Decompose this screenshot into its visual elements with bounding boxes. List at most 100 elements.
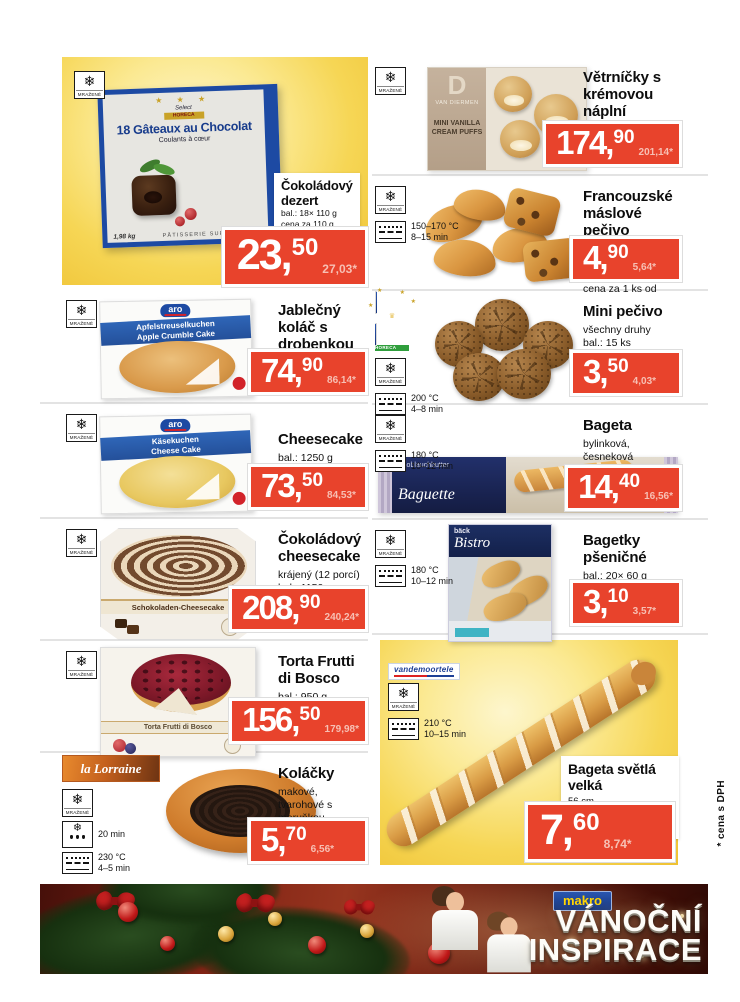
price-box: 4, 90 5,64* bbox=[570, 235, 682, 282]
package-title: Torta Frutti di Bosco bbox=[101, 721, 255, 734]
cake-slice-cut bbox=[185, 473, 219, 500]
product-card-vetrnicky: ❄ MRAŽENÉ D VAN DIERMEN MINI VANILLA CRE… bbox=[372, 57, 708, 176]
product-unit: cena za 1 ks od bbox=[583, 282, 657, 295]
icon-column: ❄ MRAŽENÉ 180 °C 10–12 min bbox=[375, 530, 495, 587]
package-label: Knoblauchbutter Baguette bbox=[392, 457, 507, 513]
frozen-icon: ❄ MRAŽENÉ bbox=[388, 683, 419, 711]
product-name: Mini pečivo bbox=[583, 303, 663, 320]
product-card-bageta: ❄ MRAŽENÉ 180 °C 10–12 min Knoblauchbutt… bbox=[372, 405, 708, 520]
product-card-cheesecake: ❄ MRAŽENÉ aro Käsekuchen Cheese Cake bbox=[40, 404, 368, 519]
frozen-label: MRAŽENÉ bbox=[68, 670, 95, 677]
oven-icon bbox=[375, 221, 406, 243]
frozen-label: MRAŽENÉ bbox=[64, 808, 91, 815]
raspberry bbox=[174, 216, 186, 227]
snowflake-icon: ❄ bbox=[75, 531, 88, 547]
product-card-jablecny-kolac: ❄ MRAŽENÉ aro Apfelstreuselkuchen Apple … bbox=[40, 290, 368, 404]
icon-column: ★ ★ ★ ★ ♛ Select HORECA ❄ MRAŽENÉ bbox=[368, 288, 495, 415]
snowflake-icon: ❄ bbox=[75, 653, 88, 669]
frozen-icon: ❄ MRAŽENÉ bbox=[66, 414, 97, 442]
snowflake-icon: ❄ bbox=[384, 188, 397, 204]
icon-column: ❄ MRAŽENÉ bbox=[375, 67, 495, 95]
chocolate-cake-shape bbox=[131, 174, 177, 217]
product-photo: D VAN DIERMEN MINI VANILLA CREAM PUFFS bbox=[427, 61, 587, 171]
vandemoortele-logo: vandemoortele bbox=[388, 663, 460, 680]
frozen-icon: ❄ MRAŽENÉ bbox=[66, 529, 97, 557]
makro-logo: makro bbox=[552, 891, 612, 911]
christmas-bauble bbox=[268, 912, 282, 926]
product-card-cokoladovy-cheesecake: ❄ MRAŽENÉ Schokoladen-Cheesecake Čokolád… bbox=[40, 519, 368, 641]
product-pack: bal.: 1250 g bbox=[278, 451, 333, 464]
package-strip bbox=[455, 628, 489, 637]
cheesecake-box: Schokoladen-Cheesecake bbox=[100, 528, 256, 640]
product-name: Čokoládový cheesecake bbox=[278, 531, 362, 565]
blueberry bbox=[125, 743, 136, 754]
oven-settings: 180 °C 10–12 min bbox=[411, 450, 454, 471]
frozen-icon: ❄ MRAŽENÉ bbox=[74, 71, 105, 99]
poppy-roll bbox=[497, 349, 551, 399]
product-card-francouzske-pecivo: ❄ MRAŽENÉ 150–170 °C 8–15 min bbox=[372, 176, 708, 295]
oven-settings: 150–170 °C 8–15 min bbox=[411, 221, 459, 242]
yellow-panel: ❄ MRAŽENÉ ★ ★ ★ Select HORECA 18 Gâteaux… bbox=[62, 57, 368, 285]
oven-settings: 230 °C 4–5 min bbox=[98, 852, 131, 873]
christmas-bauble bbox=[218, 926, 234, 942]
select-horeca-badge: Select HORECA bbox=[163, 104, 204, 120]
bistro-bag: bäck Bistro bbox=[448, 524, 553, 642]
oven-icon bbox=[375, 450, 406, 472]
frozen-icon: ❄ MRAŽENÉ bbox=[375, 530, 406, 558]
icon-column: ❄ MRAŽENÉ 210 °C 10–15 min bbox=[388, 683, 508, 740]
product-photo: bäck Bistro bbox=[448, 524, 598, 642]
product-photo bbox=[427, 295, 577, 401]
product-card-mini-pecivo: ★ ★ ★ ★ ♛ Select HORECA ❄ MRAŽENÉ bbox=[368, 288, 708, 415]
price-box: 23, 50 27,03* bbox=[221, 227, 368, 287]
oven-settings: 210 °C 10–15 min bbox=[424, 718, 467, 739]
frozen-icon: ❄ MRAŽENÉ bbox=[62, 789, 93, 817]
poppy-roll bbox=[475, 299, 529, 351]
package-header: bäck Bistro bbox=[449, 525, 551, 557]
product-unit: cena za 110 g bbox=[281, 219, 334, 230]
oven-icon bbox=[388, 718, 419, 740]
product-photo: Schokoladen-Cheesecake bbox=[100, 523, 270, 640]
price-box: 156, 50 179,98* bbox=[229, 697, 368, 744]
red-bow bbox=[344, 900, 374, 916]
red-sticker bbox=[232, 491, 246, 506]
frozen-label: MRAŽENÉ bbox=[68, 548, 95, 555]
snowflake-icon: ❄ bbox=[397, 685, 410, 701]
price-box: 5, 70 6,56* bbox=[248, 817, 368, 864]
frozen-label: MRAŽENÉ bbox=[377, 205, 404, 212]
product-photo: Torta Frutti di Bosco bbox=[100, 645, 270, 757]
product-name: Torta Frutti di Bosco bbox=[278, 653, 355, 687]
frozen-icon: ❄ MRAŽENÉ bbox=[375, 186, 406, 214]
product-name: Koláčky bbox=[278, 765, 335, 782]
snowflake-icon: ❄ bbox=[75, 302, 88, 318]
christmas-bauble bbox=[118, 902, 138, 922]
oven-settings: 180 °C 10–12 min bbox=[411, 565, 454, 586]
strawberry bbox=[113, 739, 126, 752]
oven-icon bbox=[375, 565, 406, 587]
person-decorating bbox=[432, 886, 478, 950]
defrost-drops bbox=[63, 835, 92, 839]
banner-title: VÁNOČNÍ INSPIRACE bbox=[528, 903, 702, 968]
icon-column: ❄ MRAŽENÉ bbox=[66, 529, 186, 557]
frozen-label: MRAŽENÉ bbox=[68, 319, 95, 326]
cheesecake-shape bbox=[118, 454, 236, 509]
red-bow bbox=[236, 894, 274, 914]
icon-column: ❄ MRAŽENÉ bbox=[74, 71, 194, 99]
red-sticker bbox=[232, 376, 246, 391]
frozen-label: MRAŽENÉ bbox=[377, 434, 404, 441]
frozen-label: MRAŽENÉ bbox=[377, 549, 404, 556]
price-box: 3, 10 3,57* bbox=[570, 579, 682, 626]
frozen-icon: ❄ MRAŽENÉ bbox=[66, 651, 97, 679]
snowflake-icon: ❄ bbox=[384, 69, 397, 85]
person-decorating bbox=[487, 911, 531, 973]
croissant bbox=[432, 236, 498, 280]
product-name: Bageta bbox=[583, 417, 632, 434]
product-name: Větrníčky s krémovou náplní bbox=[583, 69, 661, 120]
poppy-roll bbox=[453, 353, 505, 401]
product-name: Bageta světlá velká bbox=[568, 761, 656, 793]
package-left-panel: D VAN DIERMEN MINI VANILLA CREAM PUFFS bbox=[428, 68, 486, 170]
frozen-icon: ❄ MRAŽENÉ bbox=[375, 358, 406, 386]
price-main: 23, bbox=[236, 231, 293, 280]
icon-column: ❄ MRAŽENÉ bbox=[66, 651, 186, 679]
snowflake-icon: ❄ bbox=[384, 360, 397, 376]
price-box: 74, 90 86,14* bbox=[248, 348, 368, 395]
